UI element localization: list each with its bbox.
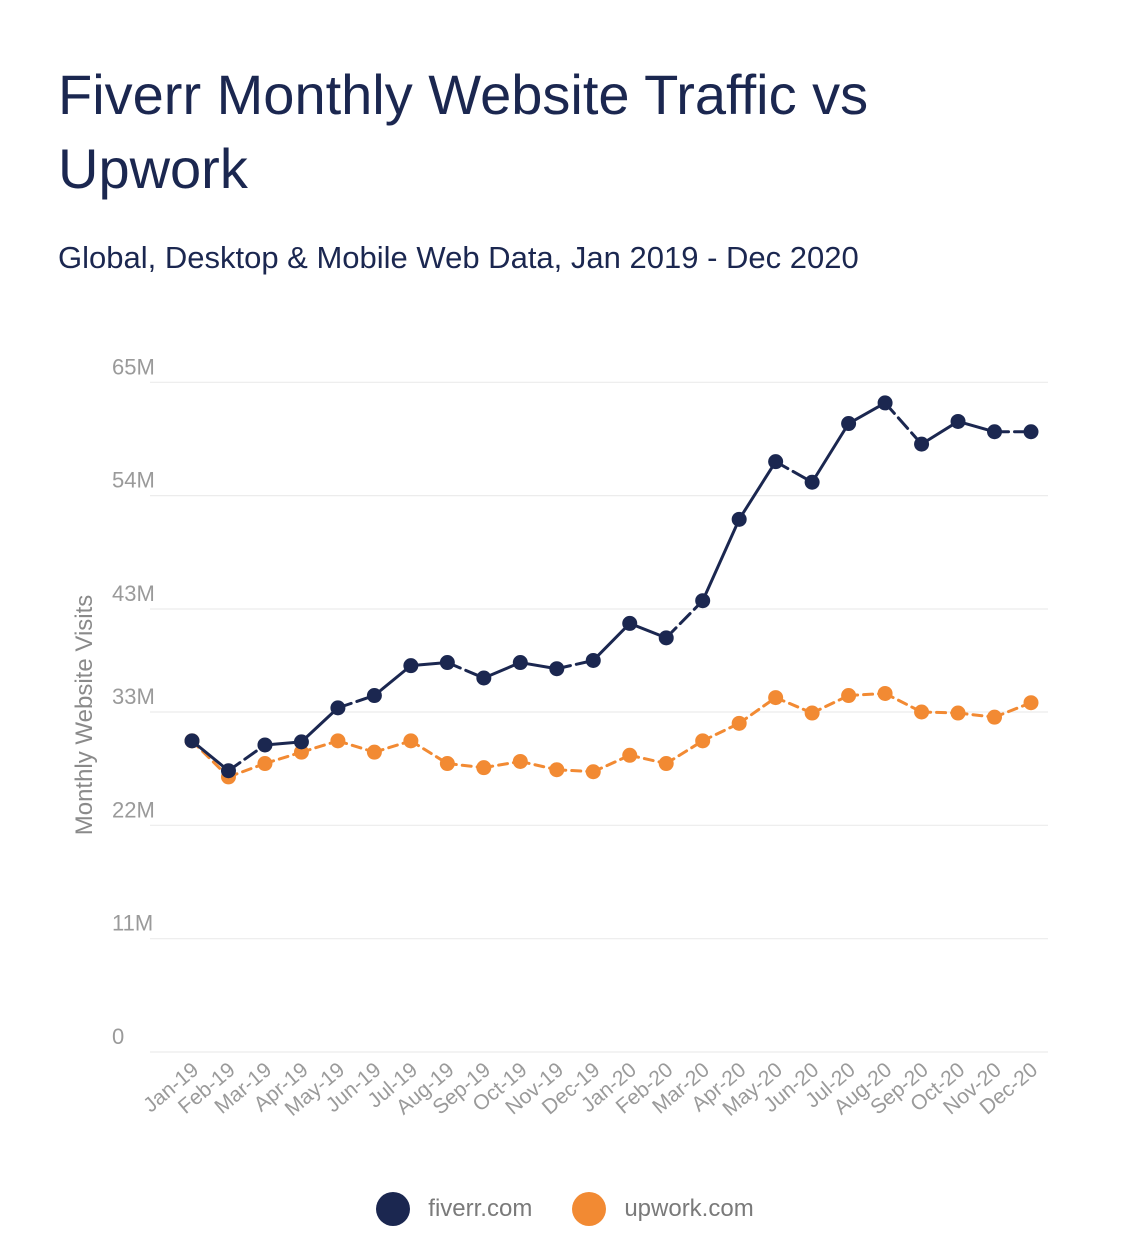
- legend-item-fiverr: fiverr.com: [376, 1192, 532, 1226]
- data-point: [950, 413, 966, 429]
- series-line-segment: [737, 460, 778, 521]
- y-tick-label: 65M: [112, 354, 155, 379]
- data-point: [768, 454, 784, 470]
- series: [184, 395, 1039, 785]
- data-point: [403, 658, 419, 674]
- data-point: [841, 416, 857, 432]
- data-point: [257, 756, 273, 772]
- gridlines: [150, 381, 1048, 1053]
- data-point: [585, 652, 601, 668]
- y-tick-label: 22M: [112, 797, 155, 822]
- series-line-segment: [664, 599, 705, 640]
- data-point: [293, 734, 309, 750]
- legend-item-upwork: upwork.com: [572, 1192, 754, 1226]
- data-point: [476, 670, 492, 686]
- data-point: [622, 747, 638, 763]
- data-point: [439, 756, 455, 772]
- series-line-segment: [810, 422, 851, 484]
- data-point: [439, 655, 455, 671]
- data-point: [622, 615, 638, 631]
- data-point: [330, 733, 346, 749]
- data-point: [841, 688, 857, 704]
- series-line-segment: [190, 739, 230, 773]
- legend-label-fiverr: fiverr.com: [428, 1195, 533, 1222]
- data-point: [877, 395, 893, 411]
- data-point: [658, 630, 674, 646]
- data-point: [585, 764, 601, 780]
- x-axis-ticks: Jan-19Feb-19Mar-19Apr-19May-19Jun-19Jul-…: [139, 1058, 1042, 1121]
- data-point: [804, 705, 820, 721]
- series-upwork-com: [184, 685, 1039, 785]
- data-point: [1023, 695, 1039, 711]
- data-point: [987, 424, 1003, 440]
- data-point: [366, 744, 382, 760]
- data-point: [804, 474, 820, 490]
- data-point: [184, 733, 200, 749]
- series-fiverr-com: [184, 395, 1039, 779]
- chart-title: Fiverr Monthly Website Traffic vs Upwork: [58, 63, 869, 200]
- data-point: [731, 511, 747, 527]
- data-point: [512, 753, 528, 769]
- series-line-segment: [701, 517, 741, 603]
- series-line-segment: [883, 401, 924, 446]
- data-point: [512, 655, 528, 671]
- data-point: [695, 733, 711, 749]
- series-line-segment: [299, 706, 340, 744]
- data-point: [549, 661, 565, 677]
- data-point: [695, 593, 711, 609]
- legend-swatch-fiverr: [376, 1192, 411, 1226]
- data-point: [914, 436, 930, 452]
- legend-swatch-upwork: [572, 1192, 607, 1226]
- data-point: [293, 744, 309, 760]
- data-point: [731, 715, 747, 731]
- y-tick-label: 33M: [112, 684, 155, 709]
- y-tick-label: 43M: [112, 581, 155, 606]
- y-tick-label: 54M: [112, 468, 155, 493]
- y-tick-label: 0: [112, 1024, 124, 1049]
- data-point: [658, 756, 674, 772]
- data-point: [950, 705, 966, 721]
- data-point: [476, 760, 492, 776]
- series-line-segment: [372, 664, 413, 698]
- data-point: [403, 733, 419, 749]
- y-axis-ticks: 0 11M 22M 33M 43M 54M 65M: [112, 354, 155, 1049]
- data-point: [549, 762, 565, 778]
- data-point: [257, 737, 273, 753]
- legend: fiverr.com upwork.com: [0, 1192, 1130, 1226]
- data-point: [987, 709, 1003, 725]
- y-axis-label: Monthly Website Visits: [71, 595, 98, 836]
- data-point: [914, 704, 930, 720]
- data-point: [330, 700, 346, 716]
- data-point: [366, 688, 382, 704]
- chart-subtitle: Global, Desktop & Mobile Web Data, Jan 2…: [58, 240, 859, 275]
- data-point: [877, 685, 893, 701]
- data-point: [220, 763, 236, 779]
- data-point: [768, 690, 784, 706]
- legend-label-upwork: upwork.com: [624, 1195, 754, 1222]
- data-point: [1023, 424, 1039, 440]
- series-line-segment: [591, 621, 632, 662]
- y-tick-label: 11M: [112, 911, 153, 936]
